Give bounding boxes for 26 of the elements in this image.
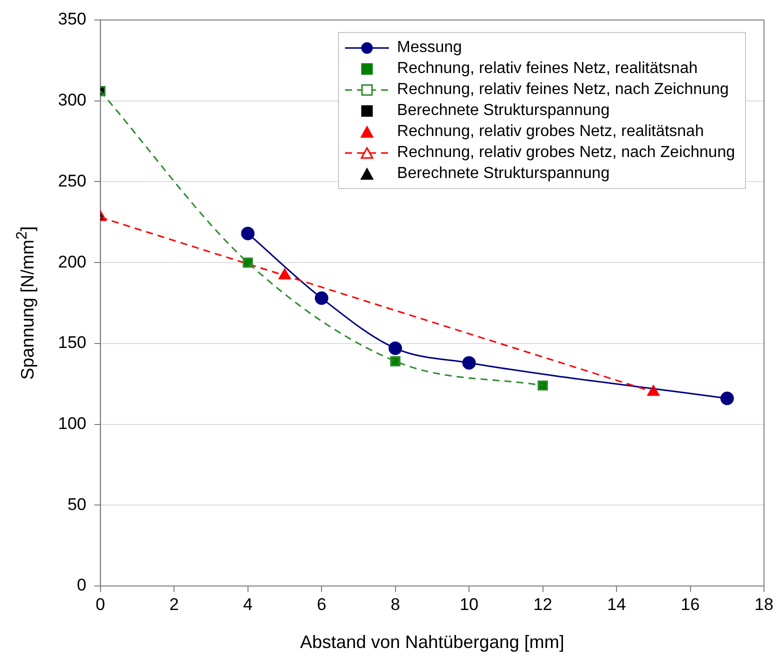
y-tick-label: 50 [67, 494, 86, 514]
x-tick-label: 8 [390, 594, 400, 614]
y-tick-label: 0 [76, 576, 86, 595]
x-tick-label: 4 [243, 594, 253, 614]
x-tick-label: 18 [754, 594, 774, 614]
legend-label: Rechnung, relativ grobes Netz, realitätsnah [397, 122, 704, 142]
legend-label: Messung [397, 38, 462, 58]
y-tick-label: 100 [58, 414, 86, 433]
y-tick-label: 300 [58, 90, 86, 110]
y-tick-label: 150 [58, 333, 86, 352]
y-tick-label: 200 [58, 252, 86, 272]
x-tick-label: 12 [533, 594, 552, 614]
x-tick-label: 0 [96, 594, 106, 614]
legend-label: Rechnung, relativ feines Netz, realitätsnah [397, 59, 698, 79]
legend-label: Berechnete Strukturspannung [397, 164, 610, 184]
x-tick-label: 2 [169, 594, 179, 614]
y-tick-label: 350 [58, 10, 86, 29]
x-tick-label: 16 [680, 594, 700, 614]
x-axis-title: Abstand von Nahtübergang [mm] [300, 632, 564, 652]
x-tick-label: 6 [316, 594, 326, 614]
legend-label: Berechnete Strukturspannung [397, 101, 610, 121]
x-tick-label: 10 [460, 594, 479, 614]
legend-label: Rechnung, relativ feines Netz, nach Zeichnung [397, 80, 729, 100]
x-tick-label: 14 [607, 594, 626, 614]
y-tick-label: 250 [58, 171, 86, 190]
legend-label: Rechnung, relativ grobes Netz, nach Zeichnung [397, 143, 735, 163]
